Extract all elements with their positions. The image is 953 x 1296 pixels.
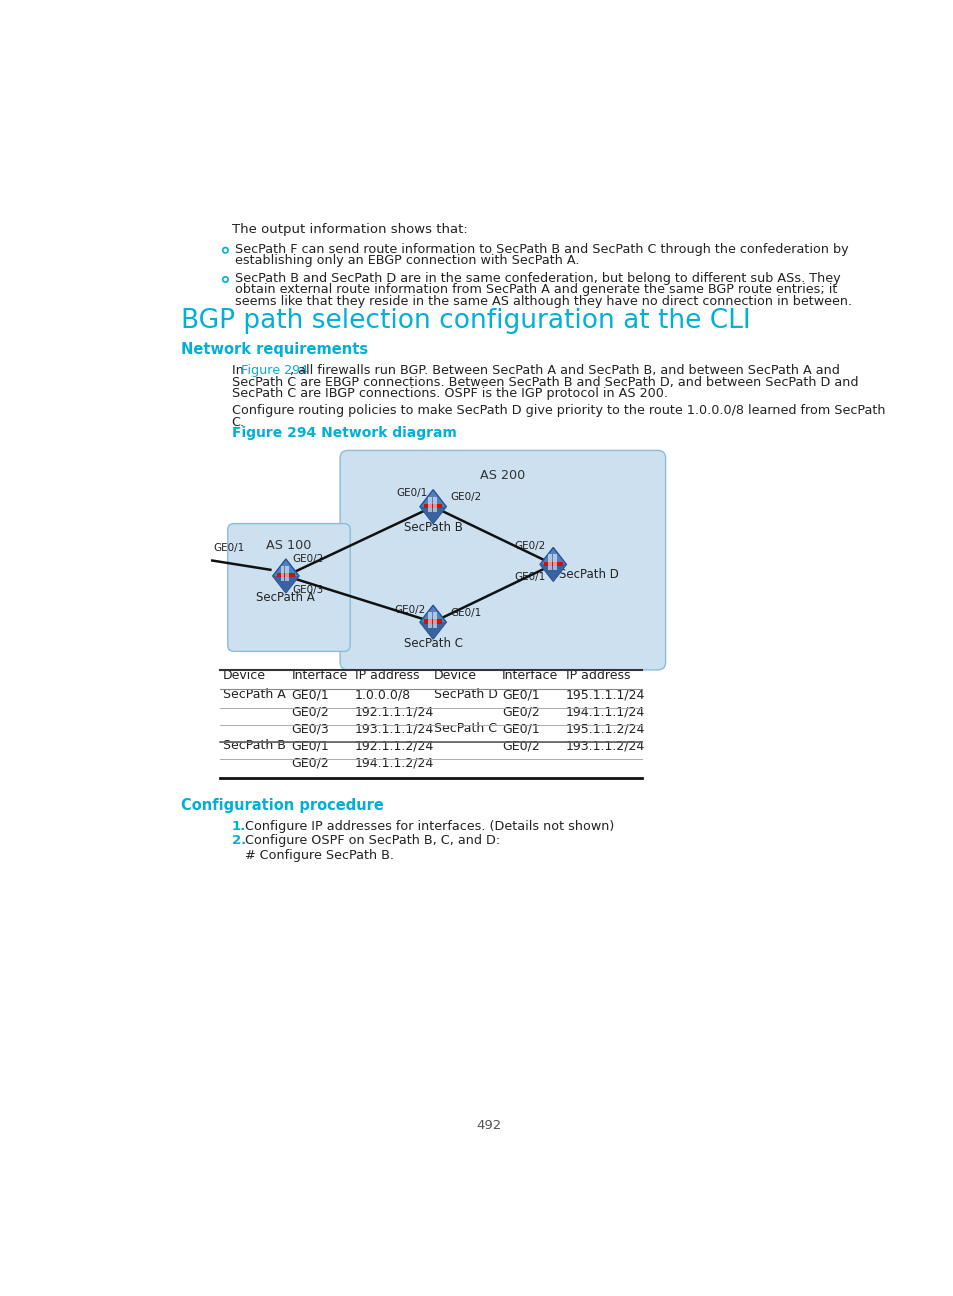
Text: # Configure SecPath B.: # Configure SecPath B. (245, 849, 394, 862)
Polygon shape (419, 507, 446, 524)
Polygon shape (427, 496, 431, 512)
Text: IP address: IP address (565, 669, 630, 682)
Polygon shape (433, 496, 436, 512)
Text: GE0/3: GE0/3 (291, 722, 329, 735)
Text: GE0/1: GE0/1 (501, 688, 539, 701)
Text: 195.1.1.1/24: 195.1.1.1/24 (565, 688, 644, 701)
Text: GE0/2: GE0/2 (450, 492, 481, 503)
Text: In: In (232, 364, 247, 377)
Text: Configuration procedure: Configuration procedure (181, 798, 384, 813)
Text: SecPath B: SecPath B (223, 739, 286, 752)
Text: 192.1.1.1/24: 192.1.1.1/24 (355, 705, 434, 718)
Text: SecPath C: SecPath C (434, 722, 497, 735)
Text: , all firewalls run BGP. Between SecPath A and SecPath B, and between SecPath A : , all firewalls run BGP. Between SecPath… (290, 364, 839, 377)
Text: SecPath D: SecPath D (558, 568, 618, 581)
Text: AS 100: AS 100 (266, 539, 312, 552)
Text: Configure routing policies to make SecPath D give priority to the route 1.0.0.0/: Configure routing policies to make SecPa… (232, 404, 884, 417)
Text: GE0/1: GE0/1 (291, 688, 329, 701)
Polygon shape (553, 555, 557, 570)
Polygon shape (539, 547, 566, 582)
Text: Interface: Interface (291, 669, 347, 682)
Text: Configure IP addresses for interfaces. (Details not shown): Configure IP addresses for interfaces. (… (245, 820, 614, 833)
Text: SecPath B and SecPath D are in the same confederation, but belong to different s: SecPath B and SecPath D are in the same … (235, 272, 841, 285)
Text: GE0/2: GE0/2 (501, 705, 539, 718)
Text: GE0/1: GE0/1 (395, 487, 427, 498)
Polygon shape (433, 612, 436, 627)
Text: 1.0.0.0/8: 1.0.0.0/8 (355, 688, 411, 701)
Text: GE0/2: GE0/2 (394, 605, 425, 614)
Text: C.: C. (232, 416, 245, 429)
Text: GE0/2: GE0/2 (292, 555, 323, 564)
Text: Network requirements: Network requirements (181, 342, 368, 358)
Text: Interface: Interface (501, 669, 558, 682)
Text: SecPath C: SecPath C (403, 636, 462, 649)
Polygon shape (427, 612, 431, 627)
Text: obtain external route information from SecPath A and generate the same BGP route: obtain external route information from S… (235, 284, 837, 297)
Text: Device: Device (223, 669, 266, 682)
Text: GE0/1: GE0/1 (291, 739, 329, 752)
Text: establishing only an EBGP connection with SecPath A.: establishing only an EBGP connection wit… (235, 254, 579, 267)
Text: The output information shows that:: The output information shows that: (232, 223, 467, 236)
Polygon shape (280, 566, 284, 582)
Text: GE0/2: GE0/2 (514, 540, 545, 551)
Text: SecPath F can send route information to SecPath B and SecPath C through the conf: SecPath F can send route information to … (235, 242, 848, 255)
Text: seems like that they reside in the same AS although they have no direct connecti: seems like that they reside in the same … (235, 295, 852, 308)
Text: 193.1.1.1/24: 193.1.1.1/24 (355, 722, 434, 735)
Text: GE0/2: GE0/2 (501, 739, 539, 752)
Text: GE0/1: GE0/1 (501, 722, 539, 735)
Polygon shape (543, 561, 562, 566)
Text: GE0/3: GE0/3 (292, 584, 323, 595)
Text: 194.1.1.2/24: 194.1.1.2/24 (355, 756, 434, 770)
Polygon shape (419, 622, 446, 639)
Text: Figure 294: Figure 294 (241, 364, 308, 377)
Text: Device: Device (434, 669, 476, 682)
Text: GE0/2: GE0/2 (291, 756, 329, 770)
Polygon shape (419, 490, 446, 524)
Text: 1.: 1. (232, 820, 246, 833)
Text: SecPath B: SecPath B (403, 521, 462, 534)
Text: Configure OSPF on SecPath B, C, and D:: Configure OSPF on SecPath B, C, and D: (245, 833, 499, 846)
Text: BGP path selection configuration at the CLI: BGP path selection configuration at the … (181, 308, 750, 334)
Text: 192.1.1.2/24: 192.1.1.2/24 (355, 739, 434, 752)
FancyBboxPatch shape (340, 451, 665, 670)
FancyBboxPatch shape (228, 524, 350, 652)
Text: SecPath A: SecPath A (256, 591, 314, 604)
Text: 195.1.1.2/24: 195.1.1.2/24 (565, 722, 644, 735)
Text: GE0/1: GE0/1 (514, 572, 545, 582)
Polygon shape (285, 566, 289, 582)
Text: SecPath A: SecPath A (223, 688, 286, 701)
Polygon shape (423, 504, 442, 508)
Text: GE0/1: GE0/1 (450, 608, 481, 618)
Polygon shape (539, 564, 566, 582)
Text: 193.1.1.2/24: 193.1.1.2/24 (565, 739, 644, 752)
Text: GE0/1: GE0/1 (213, 543, 245, 553)
Text: SecPath D: SecPath D (434, 688, 497, 701)
Text: 2.: 2. (232, 833, 246, 846)
Text: GE0/2: GE0/2 (291, 705, 329, 718)
Text: SecPath C are IBGP connections. OSPF is the IGP protocol in AS 200.: SecPath C are IBGP connections. OSPF is … (232, 388, 667, 400)
Polygon shape (273, 575, 298, 592)
Text: 194.1.1.1/24: 194.1.1.1/24 (565, 705, 644, 718)
Polygon shape (547, 555, 551, 570)
Text: 492: 492 (476, 1118, 501, 1131)
Text: IP address: IP address (355, 669, 419, 682)
Polygon shape (273, 559, 298, 592)
Text: AS 200: AS 200 (479, 469, 525, 482)
Polygon shape (423, 619, 442, 623)
Text: SecPath C are EBGP connections. Between SecPath B and SecPath D, and between Sec: SecPath C are EBGP connections. Between … (232, 376, 858, 389)
Polygon shape (419, 605, 446, 639)
Polygon shape (276, 573, 294, 578)
Text: Figure 294 Network diagram: Figure 294 Network diagram (232, 426, 456, 441)
